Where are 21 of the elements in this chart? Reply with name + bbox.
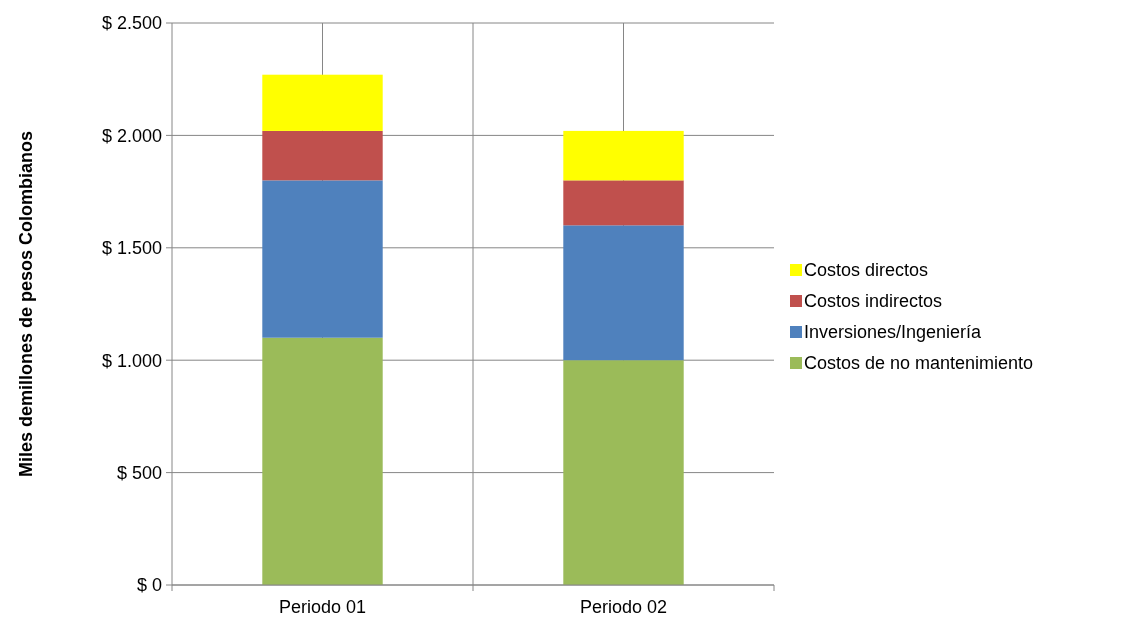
- bar: [262, 74, 383, 131]
- bar: [262, 337, 383, 585]
- bar: [262, 180, 383, 338]
- legend-label: Costos de no mantenimiento: [804, 353, 1034, 374]
- y-tick-label: $ 500: [116, 462, 162, 483]
- y-axis-title: Miles demillones de pesos Colombianos: [16, 130, 36, 478]
- y-tick-label: $ 2.000: [101, 125, 162, 146]
- y-tick-label: $ 1.000: [101, 350, 162, 371]
- x-tick-label: Periodo 02: [579, 597, 668, 617]
- y-tick-label: $ 2.500: [101, 13, 162, 34]
- legend-label: Costos directos: [804, 260, 929, 281]
- bar: [563, 130, 684, 181]
- x-tick-label: Periodo 01: [278, 597, 367, 617]
- bar: [563, 360, 684, 585]
- bar: [563, 180, 684, 226]
- legend-label: Inversiones/Ingeniería: [804, 322, 983, 343]
- y-tick-label: $ 1.500: [101, 238, 162, 259]
- bar: [563, 225, 684, 361]
- legend-label: Costos indirectos: [804, 291, 943, 312]
- y-tick-label: $ 0: [136, 575, 162, 596]
- bar: [262, 130, 383, 181]
